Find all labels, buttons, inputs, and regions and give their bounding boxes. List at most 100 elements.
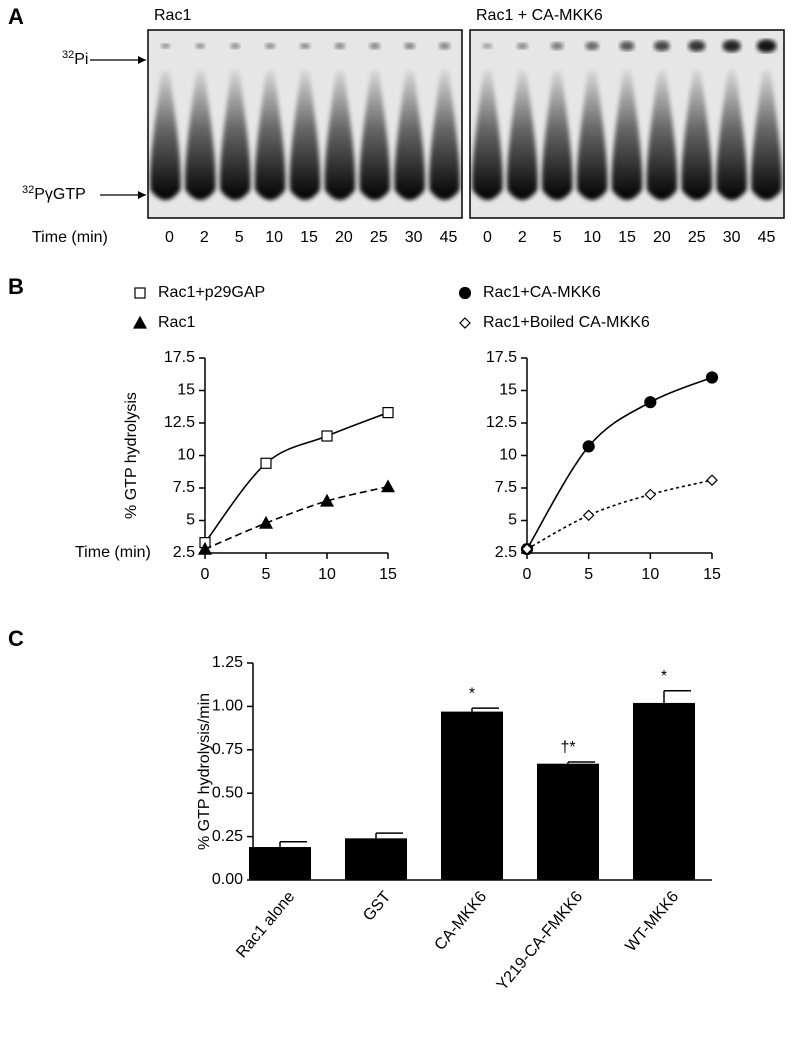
y-tick-label: 12.5 [164, 414, 195, 431]
lane-label: 20 [653, 229, 671, 246]
y-tick-label: 0.25 [212, 828, 243, 845]
y-tick-label: 2.5 [173, 544, 195, 561]
y-tick-label: 2.5 [495, 544, 517, 561]
bar [345, 838, 407, 880]
error-bar [279, 841, 307, 848]
legend-marker [132, 315, 148, 329]
y-tick-label: 0.50 [212, 784, 243, 801]
gtp-band [219, 70, 251, 200]
lane-label: 45 [440, 229, 458, 246]
y-tick-label: 5 [508, 512, 517, 529]
superscript: 32 [22, 184, 34, 196]
x-tick-label: Rac1 alone [233, 888, 298, 961]
x-tick-label: 10 [318, 566, 336, 583]
annotation: * [661, 668, 667, 685]
gtp-band [541, 70, 573, 200]
pi-band [619, 41, 635, 51]
lane-label: 25 [688, 229, 706, 246]
lane-label: 5 [553, 229, 562, 246]
point [258, 515, 274, 529]
gtp-band [716, 70, 748, 200]
y-tick-label: 1.00 [212, 698, 243, 715]
pi-band [653, 40, 670, 52]
series-line [204, 411, 389, 544]
series-line [526, 376, 713, 550]
y-tick-label: 12.5 [486, 414, 517, 431]
gtp-band [324, 70, 356, 200]
lane-label: 15 [618, 229, 636, 246]
panel-label: C [8, 626, 24, 651]
gtp-band [359, 70, 391, 200]
y-tick-label: 0.75 [212, 741, 243, 758]
gtp-band [506, 70, 538, 200]
y-tick-label: 5 [186, 512, 195, 529]
pi-band [195, 43, 205, 49]
gel-title: Rac1 [154, 7, 191, 24]
gel-title: Rac1 + CA-MKK6 [476, 7, 603, 24]
point [521, 543, 533, 555]
gtp-marker: 32PγGTP [22, 184, 86, 203]
pi-band [585, 41, 599, 51]
bar [441, 711, 503, 880]
marker-text: PγGTP [34, 186, 86, 203]
pi-band [438, 42, 451, 50]
point [644, 488, 657, 501]
lane-label: 25 [370, 229, 388, 246]
lane-label: 20 [335, 229, 353, 246]
y-tick-label: 10 [499, 447, 517, 464]
x-tick-label: 0 [201, 566, 210, 583]
annotation: * [469, 685, 475, 702]
superscript: 32 [62, 49, 74, 61]
arrow-head [138, 56, 146, 64]
pi-band [551, 42, 564, 50]
legend-label: Rac1 [158, 314, 195, 331]
y-tick-label: 10 [177, 447, 195, 464]
annotation: †* [560, 739, 575, 756]
bar [633, 702, 695, 880]
pi-band [756, 39, 777, 53]
gtp-band [611, 70, 643, 200]
legend-marker [458, 286, 472, 300]
point [382, 407, 394, 419]
x-tick-label: 15 [379, 566, 397, 583]
point [260, 457, 272, 469]
marker-text: Pi [74, 51, 88, 68]
gtp-band [254, 70, 286, 200]
error-bar [663, 690, 691, 703]
gtp-band [646, 70, 678, 200]
gtp-band [576, 70, 608, 200]
legend-label: Rac1+p29GAP [158, 284, 265, 301]
legend-marker [459, 317, 471, 329]
x-tick-label: Y219-CA-FMKK6 [494, 888, 587, 994]
error-bar [471, 707, 499, 712]
pi-marker: 32Pi [62, 49, 88, 68]
y-tick-label: 7.5 [495, 479, 517, 496]
legend-marker [134, 287, 146, 299]
y-axis-label: % GTP hydrolysis [123, 392, 140, 519]
lane-label: 0 [483, 229, 492, 246]
panel-label: B [8, 274, 24, 299]
gtp-band [472, 70, 503, 200]
legend-label: Rac1+Boiled CA-MKK6 [483, 314, 650, 331]
y-tick-label: 15 [499, 382, 517, 399]
y-tick-label: 17.5 [486, 349, 517, 366]
panel-label: A [8, 4, 24, 29]
bar [249, 847, 311, 880]
arrow-head [138, 191, 146, 199]
point [644, 396, 657, 409]
series-line [526, 479, 713, 550]
lane-label: 10 [265, 229, 283, 246]
point [705, 371, 719, 384]
x-tick-label: WT-MKK6 [622, 888, 682, 955]
gtp-band [289, 70, 321, 200]
point [582, 509, 595, 522]
lane-label: 15 [300, 229, 318, 246]
gtp-band [150, 70, 181, 200]
pi-band [160, 43, 170, 49]
error-bar [375, 832, 403, 839]
y-tick-label: 1.25 [212, 654, 243, 671]
y-axis-label: % GTP hydrolysis/min [196, 693, 213, 850]
lane-label: 10 [583, 229, 601, 246]
x-tick-label: CA-MKK6 [432, 888, 491, 954]
